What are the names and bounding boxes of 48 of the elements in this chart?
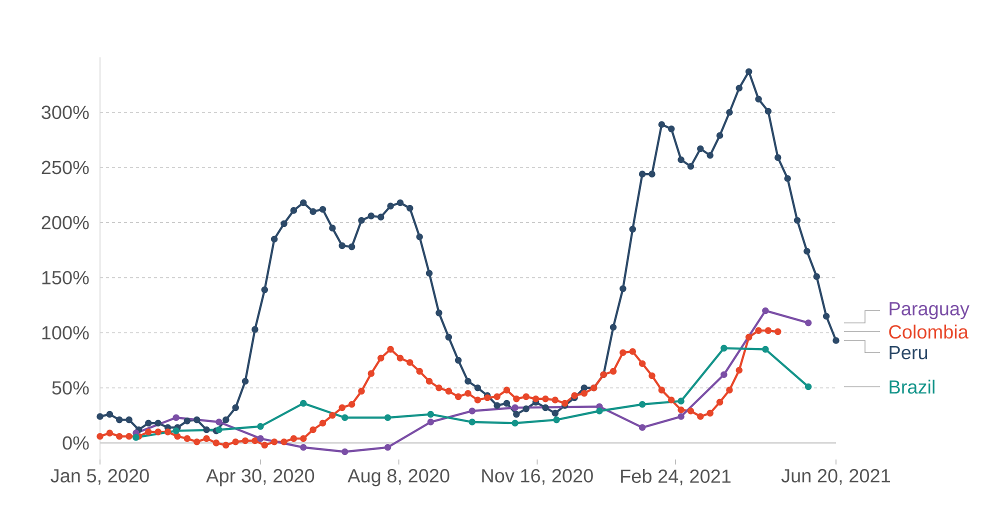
point (638, 424, 646, 431)
x-tick-label: Aug 8, 2020 (348, 469, 450, 486)
point (341, 448, 348, 456)
point (678, 413, 684, 420)
point (468, 418, 476, 426)
point (804, 383, 812, 390)
y-tick-label: 100% (42, 326, 89, 340)
text: Peru (890, 346, 928, 360)
point (427, 410, 434, 418)
point (384, 444, 392, 451)
point (300, 400, 307, 407)
point (300, 444, 307, 451)
point (216, 426, 222, 434)
point (720, 344, 728, 352)
text: Colombia (889, 324, 968, 339)
point (384, 414, 392, 422)
point (638, 400, 646, 408)
y-tick-label: 0% (62, 436, 89, 450)
x-tick-label: Jan 5, 2020 (50, 469, 149, 485)
point (512, 404, 518, 412)
point (257, 435, 264, 442)
point (596, 408, 603, 414)
point (172, 427, 180, 434)
point (804, 319, 812, 326)
point (512, 420, 518, 427)
y-tick-label: 250% (42, 160, 89, 174)
point (762, 346, 769, 353)
point (427, 418, 434, 426)
point (468, 408, 476, 414)
x-tick-label: Jun 20, 2021 (781, 469, 890, 485)
text: Brazil (890, 380, 934, 394)
text: Paraguay (890, 302, 970, 320)
point (678, 398, 684, 404)
x-tick-label: Feb 24, 2021 (621, 469, 731, 486)
point (762, 307, 769, 314)
y-tick-label: 50% (52, 381, 89, 395)
x-tick-label: Nov 16, 2020 (482, 469, 593, 485)
x-tick-label: Apr 30, 2020 (206, 469, 314, 486)
point (172, 414, 180, 422)
y-tick-label: 300% (42, 106, 89, 120)
point (132, 434, 140, 441)
point (720, 371, 728, 378)
y-tick-label: 150% (42, 270, 89, 284)
point (553, 416, 560, 424)
y-tick-label: 200% (42, 216, 89, 230)
point (341, 414, 348, 422)
point (257, 423, 264, 430)
point (216, 418, 222, 426)
